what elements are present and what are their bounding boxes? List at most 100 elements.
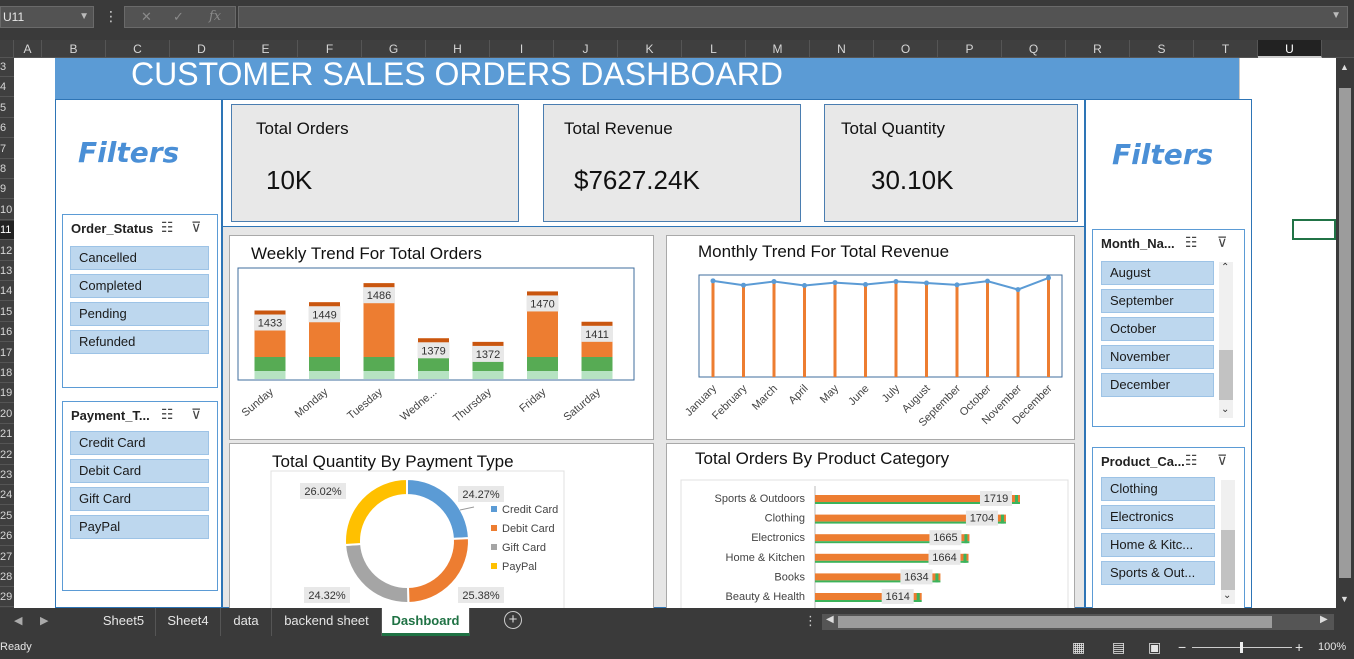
data-point[interactable]	[924, 280, 929, 286]
sheet-tab[interactable]: Sheet4	[156, 608, 221, 636]
slicer-item[interactable]: Sports & Out...	[1101, 561, 1215, 585]
column-header[interactable]: N	[810, 40, 874, 58]
selected-cell[interactable]	[1292, 219, 1336, 240]
slicer-item[interactable]: Electronics	[1101, 505, 1215, 529]
slicer-product-category[interactable]: Product_Ca... ☷ ⊽ Clothing Electronics Hom…	[1092, 447, 1245, 609]
data-point[interactable]	[863, 281, 868, 287]
column-header[interactable]: R	[1066, 40, 1130, 58]
slicer-scrollbar[interactable]: ⌄	[1221, 480, 1235, 604]
next-sheet-icon[interactable]: ▶	[40, 615, 49, 627]
clear-filter-icon[interactable]: ⊽	[1217, 234, 1228, 250]
data-point[interactable]	[954, 282, 960, 288]
row-header[interactable]: 12	[0, 242, 14, 261]
sheet-tab[interactable]: Sheet5	[92, 608, 156, 636]
row-header[interactable]: 27	[0, 548, 14, 567]
payment-type-chart[interactable]: Total Quantity By Payment Type 24.27% 25.…	[229, 443, 654, 609]
multi-select-icon[interactable]: ☷	[1185, 234, 1198, 250]
more-options-icon[interactable]: ⋮	[804, 613, 817, 628]
column-header[interactable]: Q	[1002, 40, 1066, 58]
scrollbar-thumb[interactable]	[1339, 88, 1351, 578]
sheet-tab[interactable]: backend sheet	[272, 608, 382, 636]
insert-function-icon[interactable]: fx	[209, 9, 222, 24]
name-box[interactable]: U11 ▼	[0, 6, 94, 28]
chevron-down-icon[interactable]: ⌄	[1221, 404, 1230, 415]
zoom-level[interactable]: 100%	[1318, 641, 1347, 653]
prev-sheet-icon[interactable]: ◀	[14, 615, 23, 627]
slicer-month-name[interactable]: Month_Na... ☷ ⊽ August September October No…	[1092, 229, 1245, 427]
row-header[interactable]: 13	[0, 262, 14, 281]
row-header[interactable]: 20	[0, 405, 14, 424]
enter-icon[interactable]: ✓	[173, 9, 184, 24]
row-header[interactable]: 21	[0, 425, 14, 445]
bar[interactable]	[815, 553, 969, 563]
row-header[interactable]: 22	[0, 446, 14, 465]
monthly-revenue-chart[interactable]: Monthly Trend For Total Revenue January F…	[666, 235, 1075, 440]
data-point[interactable]	[832, 280, 838, 286]
row-header[interactable]: 5	[0, 99, 14, 118]
bar[interactable]	[815, 573, 941, 583]
normal-view-icon[interactable]: ▦	[1072, 639, 1086, 655]
slicer-item[interactable]: September	[1101, 289, 1214, 313]
column-header[interactable]: I	[490, 40, 554, 58]
more-options-icon[interactable]: ⋮	[104, 8, 118, 24]
page-break-icon[interactable]: ▣	[1148, 639, 1162, 655]
slicer-payment-type[interactable]: Payment_T... ☷ ⊽ Credit Card Debit Card Gi…	[62, 401, 218, 591]
multi-select-icon[interactable]: ☷	[161, 406, 174, 422]
row-header[interactable]: 25	[0, 507, 14, 526]
bar[interactable]	[815, 495, 1020, 504]
row-header[interactable]: 9	[0, 180, 14, 200]
slicer-order-status[interactable]: Order_Status ☷ ⊽ Cancelled Completed Pendi…	[62, 214, 218, 388]
scroll-right-icon[interactable]: ▶	[1320, 614, 1328, 625]
zoom-in-icon[interactable]: +	[1295, 639, 1304, 655]
chevron-down-icon[interactable]: ⌄	[1223, 590, 1232, 601]
row-header[interactable]: 23	[0, 466, 14, 485]
slicer-item[interactable]: PayPal	[70, 515, 209, 539]
multi-select-icon[interactable]: ☷	[1185, 452, 1198, 468]
expand-formula-icon[interactable]: ▼	[1331, 10, 1341, 21]
legend-label[interactable]: Debit Card	[502, 523, 555, 535]
cancel-icon[interactable]: ✕	[141, 9, 152, 24]
column-header[interactable]: A	[14, 40, 42, 58]
sheet-tab[interactable]: Dashboard	[382, 608, 470, 636]
vertical-scrollbar[interactable]: ▲ ▼	[1336, 58, 1354, 608]
pie-slice[interactable]	[344, 542, 410, 604]
slicer-item[interactable]: August	[1101, 261, 1214, 285]
slicer-item[interactable]: Home & Kitc...	[1101, 533, 1215, 557]
column-header[interactable]: J	[554, 40, 618, 58]
row-header[interactable]: 28	[0, 568, 14, 587]
multi-select-icon[interactable]: ☷	[161, 219, 174, 235]
slicer-item[interactable]: Debit Card	[70, 459, 209, 483]
scrollbar-thumb[interactable]	[1219, 350, 1233, 400]
column-header[interactable]: O	[874, 40, 938, 58]
chevron-up-icon[interactable]: ⌃	[1221, 262, 1230, 273]
product-category-chart[interactable]: Total Orders By Product Category 1719 Spo…	[666, 443, 1075, 609]
bar[interactable]	[815, 534, 970, 544]
select-all-corner[interactable]	[0, 40, 14, 58]
weekly-orders-chart[interactable]: Weekly Trend For Total Orders 1433 Sunday…	[229, 235, 654, 440]
column-header[interactable]: T	[1194, 40, 1258, 58]
page-layout-icon[interactable]: ▤	[1112, 639, 1126, 655]
data-point[interactable]	[710, 278, 716, 284]
data-point[interactable]	[893, 279, 899, 285]
slicer-item[interactable]: Credit Card	[70, 431, 209, 455]
chevron-down-icon[interactable]: ▼	[1340, 594, 1349, 604]
bar[interactable]	[815, 514, 1006, 524]
row-header[interactable]: 17	[0, 344, 14, 363]
bar[interactable]	[815, 593, 922, 602]
row-header[interactable]: 16	[0, 323, 14, 343]
row-header[interactable]: 26	[0, 527, 14, 547]
column-header[interactable]: L	[682, 40, 746, 58]
data-point[interactable]	[985, 278, 990, 284]
column-header[interactable]: P	[938, 40, 1002, 58]
clear-filter-icon[interactable]: ⊽	[1217, 452, 1228, 468]
column-header[interactable]: K	[618, 40, 682, 58]
chevron-up-icon[interactable]: ▲	[1340, 62, 1349, 72]
scroll-left-icon[interactable]: ◀	[826, 614, 834, 625]
row-header[interactable]: 19	[0, 384, 14, 404]
zoom-handle[interactable]	[1240, 642, 1243, 653]
slicer-item[interactable]: Completed	[70, 274, 209, 298]
zoom-out-icon[interactable]: −	[1178, 639, 1187, 655]
scrollbar-thumb[interactable]	[838, 616, 1272, 628]
column-header[interactable]: F	[298, 40, 362, 58]
row-header[interactable]: 3	[0, 58, 14, 77]
